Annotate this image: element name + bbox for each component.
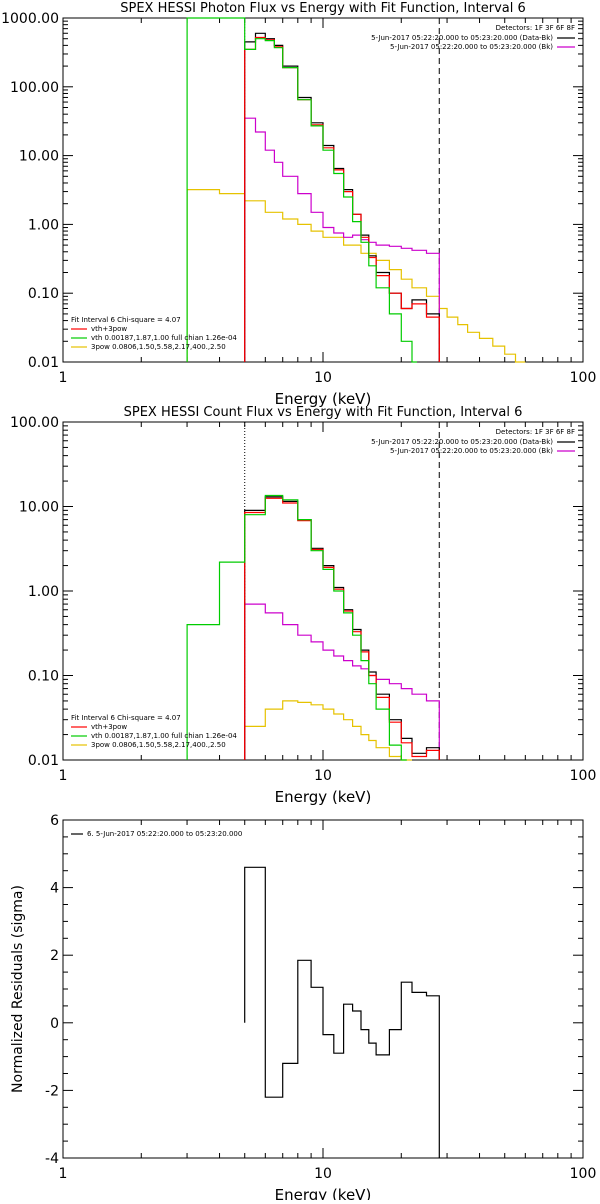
series-step-line bbox=[244, 496, 440, 760]
series-step-line bbox=[186, 17, 417, 363]
legend-entry-label: 5-Jun-2017 05:22:20.000 to 05:23:20.000 … bbox=[371, 438, 553, 446]
y-tick-label: 1.00 bbox=[28, 584, 59, 600]
y-axis-label: Normalized Residuals (sigma) bbox=[10, 885, 26, 1093]
series-step-line bbox=[244, 866, 440, 1158]
y-tick-label: 0.01 bbox=[28, 355, 59, 371]
y-tick-label: 100.00 bbox=[10, 80, 59, 96]
x-tick-label: 100 bbox=[570, 768, 597, 784]
legend-entry-label: 6. 5-Jun-2017 05:22:20.000 to 05:23:20.0… bbox=[87, 830, 242, 838]
legend-entry-label: vth+3pow bbox=[91, 325, 127, 333]
series-step-line bbox=[244, 117, 440, 362]
legend-header: Detectors: 1F 3F 6F 8F bbox=[496, 428, 575, 436]
series-step-line bbox=[186, 189, 526, 363]
x-tick-label: 10 bbox=[314, 768, 332, 784]
y-tick-label: 10.00 bbox=[19, 149, 59, 165]
chart-title: SPEX HESSI Count Flux vs Energy with Fit… bbox=[124, 405, 523, 420]
x-tick-label: 1 bbox=[59, 1166, 68, 1182]
legend-entry-label: 3pow 0.0806,1.50,5.58,2.17,400.,2.50 bbox=[91, 343, 226, 351]
y-tick-label: -2 bbox=[45, 1083, 59, 1099]
x-tick-label: 1 bbox=[59, 768, 68, 784]
y-tick-label: -4 bbox=[45, 1151, 59, 1167]
y-tick-label: 0 bbox=[50, 1016, 59, 1032]
x-axis-label: Energy (keV) bbox=[275, 1186, 372, 1200]
y-tick-label: 6 bbox=[50, 813, 59, 829]
series-step-line bbox=[244, 32, 440, 362]
x-axis-label: Energy (keV) bbox=[275, 390, 372, 408]
y-tick-label: 100.00 bbox=[10, 415, 59, 431]
legend-entry-label: vth 0.00187,1.87,1.00 full chian 1.26e-0… bbox=[91, 334, 237, 342]
y-tick-label: 0.01 bbox=[28, 753, 59, 769]
chart-title: SPEX HESSI Photon Flux vs Energy with Fi… bbox=[120, 1, 526, 16]
y-tick-label: 0.10 bbox=[28, 669, 59, 685]
legend-entry-label: 5-Jun-2017 05:22:20.000 to 05:23:20.000 … bbox=[390, 43, 553, 51]
y-tick-label: 10.00 bbox=[19, 500, 59, 516]
plot-frame bbox=[62, 17, 584, 363]
legend-entry-label: 5-Jun-2017 05:22:20.000 to 05:23:20.000 … bbox=[390, 447, 553, 455]
legend-header: Detectors: 1F 3F 6F 8F bbox=[496, 24, 575, 32]
series-step-line bbox=[186, 494, 407, 761]
x-tick-label: 100 bbox=[570, 1166, 597, 1182]
x-tick-label: 10 bbox=[314, 370, 332, 386]
legend-header: Fit Interval 6 Chi-square = 4.07 bbox=[71, 316, 181, 324]
x-tick-label: 10 bbox=[314, 1166, 332, 1182]
series-step-line bbox=[244, 603, 440, 760]
y-tick-label: 1.00 bbox=[28, 217, 59, 233]
x-tick-label: 100 bbox=[570, 370, 597, 386]
legend-entry-label: vth 0.00187,1.87,1.00 full chian 1.26e-0… bbox=[91, 732, 237, 740]
legend-entry-label: vth+3pow bbox=[91, 723, 127, 731]
y-tick-label: 1000.00 bbox=[1, 11, 59, 27]
legend-entry-label: 5-Jun-2017 05:22:20.000 to 05:23:20.000 … bbox=[371, 34, 553, 42]
x-axis-label: Energy (keV) bbox=[275, 788, 372, 806]
series-step-line bbox=[244, 700, 412, 761]
y-tick-label: 2 bbox=[50, 948, 59, 964]
series-step-line bbox=[244, 497, 440, 760]
legend-entry-label: 3pow 0.0806,1.50,5.58,2.17,400.,2.50 bbox=[91, 741, 226, 749]
legend-header: Fit Interval 6 Chi-square = 4.07 bbox=[71, 714, 181, 722]
series-step-line bbox=[244, 36, 440, 362]
x-tick-label: 1 bbox=[59, 370, 68, 386]
y-tick-label: 4 bbox=[50, 881, 59, 897]
y-tick-label: 0.10 bbox=[28, 286, 59, 302]
